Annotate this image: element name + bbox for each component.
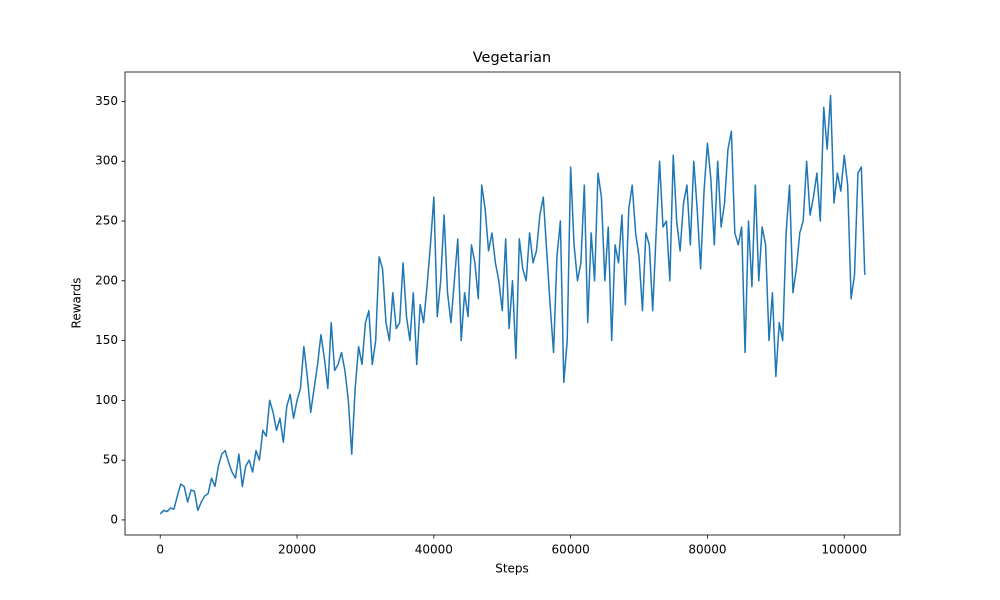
x-tick-label: 40000	[415, 543, 453, 557]
y-tick-label: 200	[95, 273, 118, 287]
y-axis-label: Rewards	[70, 278, 84, 329]
x-axis-label: Steps	[495, 562, 529, 576]
x-tick-label: 60000	[552, 543, 590, 557]
y-tick-label: 0	[110, 512, 118, 526]
x-tick-label: 100000	[821, 543, 867, 557]
plot-area	[159, 94, 866, 515]
chart-title: Vegetarian	[473, 50, 551, 66]
y-tick-label: 100	[95, 393, 118, 407]
x-tick-label: 0	[156, 543, 164, 557]
y-tick-label: 150	[95, 333, 118, 347]
y-tick-label: 50	[103, 453, 118, 467]
y-tick-label: 250	[95, 213, 118, 227]
y-tick-label: 350	[95, 94, 118, 108]
axes-frame	[124, 71, 901, 536]
x-tick-label: 80000	[688, 543, 726, 557]
y-tick-label: 300	[95, 154, 118, 168]
x-tick-label: 20000	[278, 543, 316, 557]
data-line	[159, 94, 866, 515]
